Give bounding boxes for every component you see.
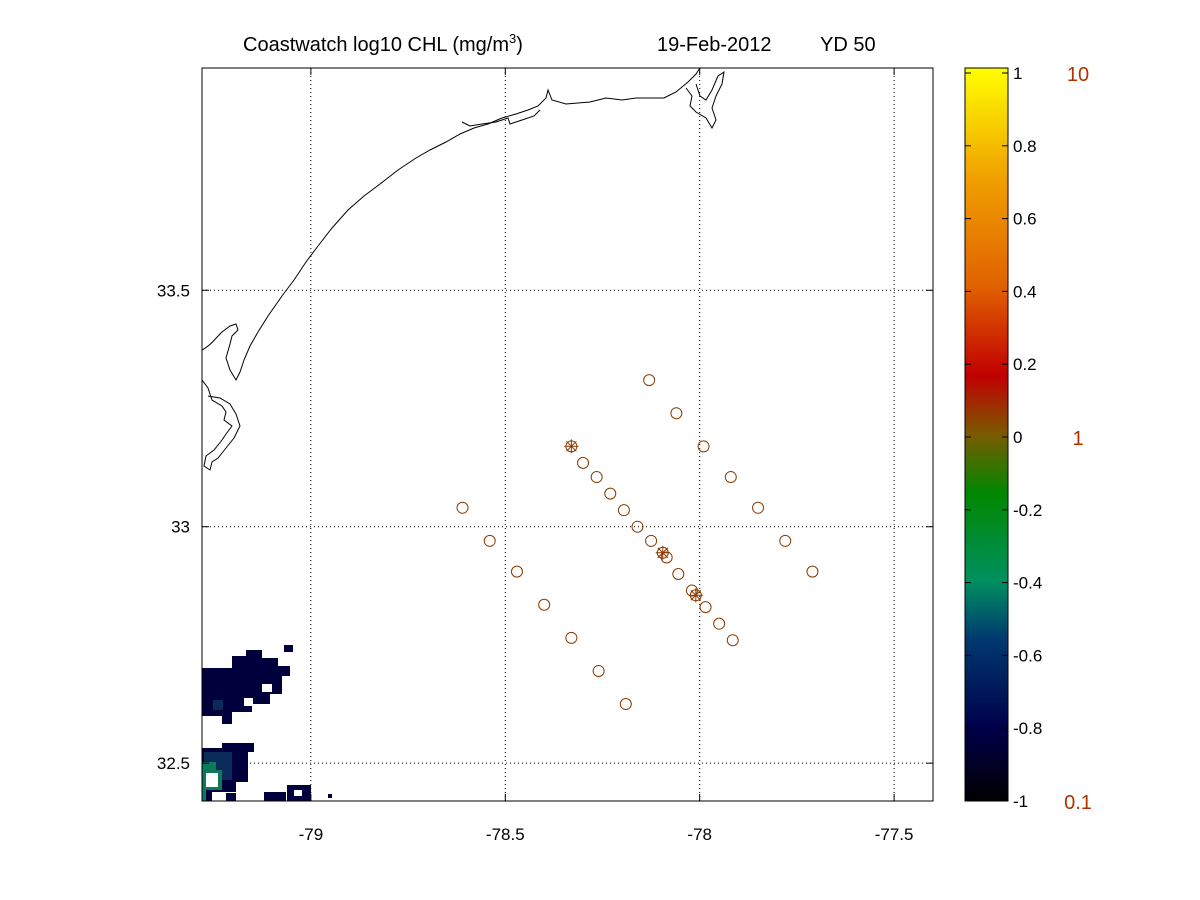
lon-tick-label: -78	[687, 825, 712, 844]
chl-patch-upper	[202, 650, 290, 724]
station-marker	[592, 664, 605, 677]
station-marker	[619, 698, 632, 711]
station-marker	[577, 456, 590, 469]
map-gridlines	[202, 68, 933, 801]
lon-tick-label: -78.5	[486, 825, 525, 844]
map-plot-area	[201, 67, 934, 802]
coastline-river-mouth	[461, 109, 541, 127]
colorbar-tick-label: 0.2	[1013, 355, 1037, 374]
chl-data-patches	[202, 645, 332, 801]
station-marker	[590, 471, 603, 484]
colorbar-tick-label: -1	[1013, 792, 1028, 811]
chl-pixel	[284, 645, 293, 652]
chl-gap-pixel	[206, 773, 218, 787]
station-marker	[483, 534, 496, 547]
map-axes-frame	[201, 67, 934, 802]
station-marker	[604, 487, 617, 500]
station-marker	[724, 471, 737, 484]
colorbar-tick-label: -0.6	[1013, 646, 1042, 665]
chl-gap-pixel	[262, 684, 272, 692]
lon-tick-label: -77.5	[875, 825, 914, 844]
coastline-mainland	[202, 68, 701, 382]
map-tick-marks	[202, 68, 933, 801]
chl-pixel	[226, 793, 236, 801]
colorbar-tick-labels: 1 0.8 0.6 0.4 0.2 0 -0.2 -0.4 -0.6 -0.8 -1	[965, 64, 1042, 811]
station-marker	[713, 617, 726, 630]
station-marker	[456, 501, 469, 514]
colorbar-tick-label: -0.4	[1013, 574, 1042, 593]
chl-gap-pixel	[294, 790, 302, 796]
station-markers	[456, 374, 819, 711]
station-marker	[726, 634, 739, 647]
station-star-marker	[564, 439, 579, 454]
station-marker	[752, 501, 765, 514]
colorbar-tick-label: -0.8	[1013, 719, 1042, 738]
colorbar-tick-label: 0.8	[1013, 137, 1037, 156]
colorbar-tick-label: 0.6	[1013, 210, 1037, 229]
colorbar-tick-label: 1	[1013, 64, 1022, 83]
station-marker	[631, 520, 644, 533]
map-date: 19-Feb-2012	[657, 34, 772, 56]
station-marker	[670, 407, 683, 420]
coastline	[202, 68, 725, 471]
station-marker	[660, 551, 673, 564]
chl-pixel	[264, 792, 286, 801]
chl-pixel	[328, 794, 332, 798]
lat-tick-label: 33.5	[157, 281, 190, 300]
chl-gap-pixel	[244, 698, 253, 706]
chl-pixel	[213, 700, 223, 710]
station-marker	[538, 598, 551, 611]
station-marker	[806, 565, 819, 578]
colorbar-tick-label: 0.4	[1013, 282, 1037, 301]
colorbar-tick-label: 0	[1013, 428, 1022, 447]
coastline-cape-fear	[685, 70, 725, 130]
station-marker	[617, 504, 630, 517]
map-yearday: YD 50	[820, 34, 876, 56]
station-star-marker	[688, 588, 703, 603]
colorbar: 1 0.8 0.6 0.4 0.2 0 -0.2 -0.4 -0.6 -0.8 -1 10 1 0.1	[964, 64, 1092, 814]
colorbar-gradient	[964, 67, 1009, 802]
lon-tick-label: -79	[299, 825, 324, 844]
station-marker	[643, 374, 656, 387]
latitude-tick-labels: 33.5 33 32.5	[157, 281, 190, 773]
colorbar-concentration-label: 1	[1072, 428, 1083, 450]
colorbar-tick-label: -0.2	[1013, 501, 1042, 520]
station-marker	[699, 601, 712, 614]
station-marker	[779, 534, 792, 547]
lat-tick-label: 33	[171, 518, 190, 537]
map-title: Coastwatch log10 CHL (mg/m3)	[243, 31, 523, 56]
station-marker	[510, 565, 523, 578]
colorbar-concentration-labels: 10 1 0.1	[1064, 64, 1092, 814]
station-marker	[672, 568, 685, 581]
station-marker	[685, 584, 698, 597]
station-marker	[645, 534, 658, 547]
coastline-inlet	[202, 379, 241, 471]
station-marker	[697, 440, 710, 453]
station-marker	[565, 631, 578, 644]
lat-tick-label: 32.5	[157, 754, 190, 773]
colorbar-concentration-label: 0.1	[1064, 792, 1092, 814]
longitude-tick-labels: -79 -78.5 -78 -77.5	[299, 825, 914, 844]
colorbar-concentration-label: 10	[1067, 64, 1089, 86]
station-star-marker	[655, 545, 670, 560]
